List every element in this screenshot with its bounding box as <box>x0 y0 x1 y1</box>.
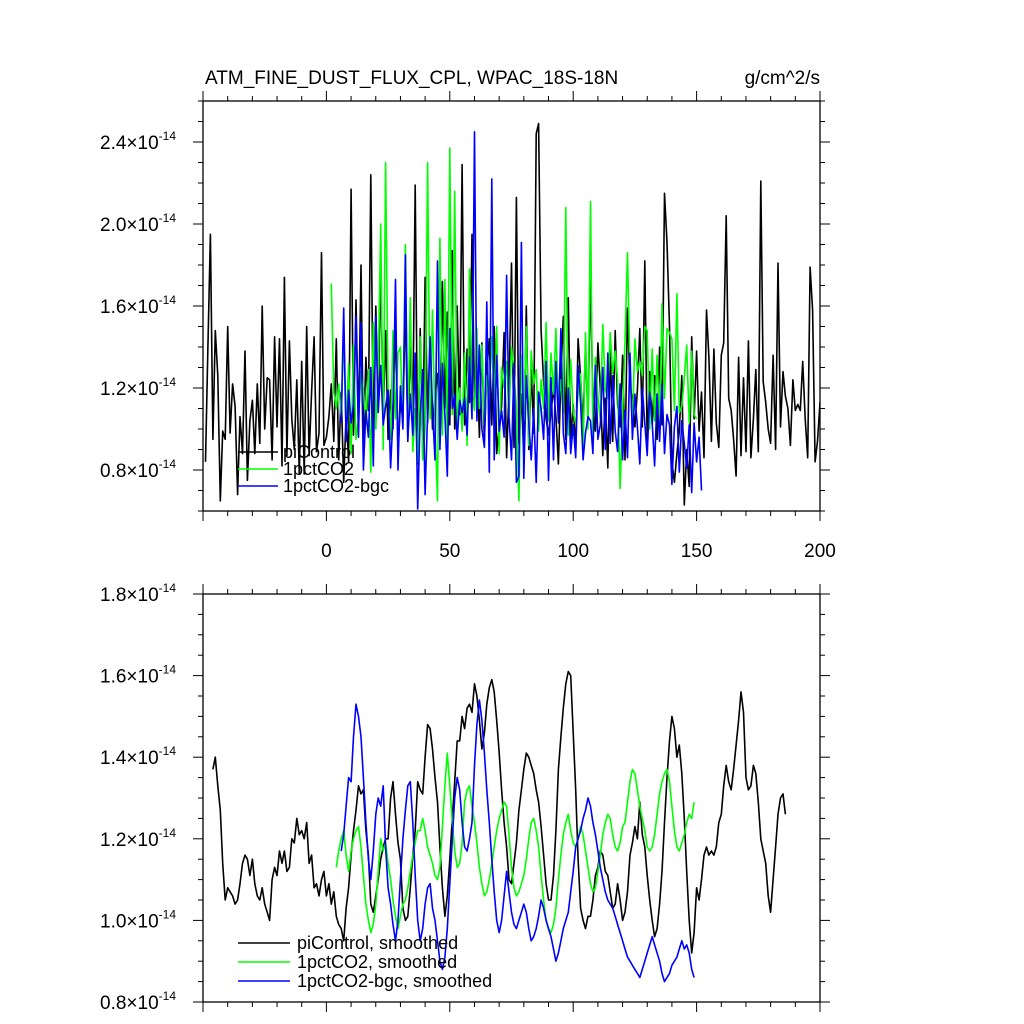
series-line-picontrol-smoothed <box>212 670 787 954</box>
x-tick-label: 100 <box>557 541 589 562</box>
x-tick-label: 200 <box>804 541 836 562</box>
legend-label: 1pctCO2-bgc, smoothed <box>297 971 492 991</box>
y-tick-label: 2.0×10-14 <box>100 211 176 236</box>
legend-label: 1pctCO2 <box>283 459 354 479</box>
legend-label: 1pctCO2-bgc <box>283 476 389 496</box>
y-tick-label: 0.8×10-14 <box>100 457 176 482</box>
y-tick-label: 1.0×10-14 <box>100 907 176 932</box>
chart-panel-bottom: 0.8×10-14 1.0×10-14 1.2×10-14 1.4×10-14 1.6×… <box>100 581 830 1014</box>
y-tick-label: 1.8×10-14 <box>100 581 176 606</box>
chart-panel-top: 0 50 100 150 200 0.8×10-14 1.2×10-14 1.6×10-14 2… <box>100 68 836 562</box>
y-tick-label: 1.2×10-14 <box>100 826 176 851</box>
series-line-1pctco2-bgc <box>340 131 703 510</box>
y-tick-label: 1.6×10-14 <box>100 663 176 688</box>
y-tick-label: 1.6×10-14 <box>100 293 176 318</box>
plot-frame <box>202 593 821 1003</box>
series-group <box>212 670 787 983</box>
series-line-1pctco2-bgc-smoothed <box>340 699 695 983</box>
legend-label: piControl <box>283 442 355 462</box>
y-tick-label: 1.2×10-14 <box>100 375 176 400</box>
x-tick-label: 150 <box>681 541 713 562</box>
x-tick-label: 50 <box>439 541 460 562</box>
y-tick-label: 2.4×10-14 <box>100 129 176 154</box>
series-line-1pctco2-smoothed <box>335 752 695 934</box>
legend-label: 1pctCO2, smoothed <box>297 952 457 972</box>
legend-label: piControl, smoothed <box>297 933 458 953</box>
series-group <box>204 122 820 510</box>
y-tick-label: 1.4×10-14 <box>100 744 176 769</box>
chart-title: ATM_FINE_DUST_FLUX_CPL, WPAC_18S-18N <box>205 68 618 89</box>
chart-units: g/cm^2/s <box>745 68 820 89</box>
x-tick-label: 0 <box>321 541 332 562</box>
y-tick-label: 0.8×10-14 <box>100 989 176 1014</box>
